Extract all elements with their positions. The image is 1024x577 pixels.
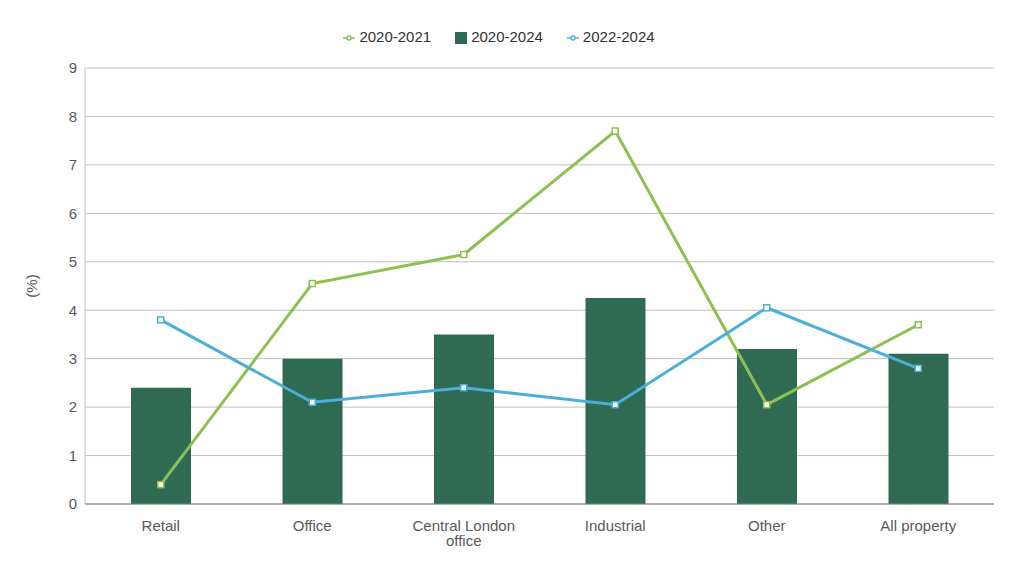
svg-text:2: 2 (69, 398, 77, 415)
html-text:2022-2024: 2022-2024 (582, 28, 655, 45)
html-text:2020-2021: 2020-2021 (359, 28, 432, 45)
svg-text:4: 4 (69, 302, 77, 319)
svg-text:(%): (%) (23, 274, 40, 297)
svg-text:Industrial: Industrial (585, 517, 646, 534)
svg-text:Office: Office (293, 517, 332, 534)
svg-text:5: 5 (69, 253, 77, 270)
svg-text:1: 1 (69, 447, 77, 464)
svg-text:3: 3 (69, 350, 77, 367)
svg-text:6: 6 (69, 205, 77, 222)
svg-text:7: 7 (69, 156, 77, 173)
svg-text:All property: All property (880, 517, 956, 534)
svg-text:Retail: Retail (142, 517, 180, 534)
svg-text:0: 0 (69, 495, 77, 512)
svg-text:9: 9 (69, 59, 77, 76)
svg-text:Central Londonoffice: Central Londonoffice (412, 517, 515, 549)
html-text:2020-2024: 2020-2024 (471, 28, 543, 45)
svg-text:Other: Other (748, 517, 786, 534)
svg-text:8: 8 (69, 108, 77, 125)
